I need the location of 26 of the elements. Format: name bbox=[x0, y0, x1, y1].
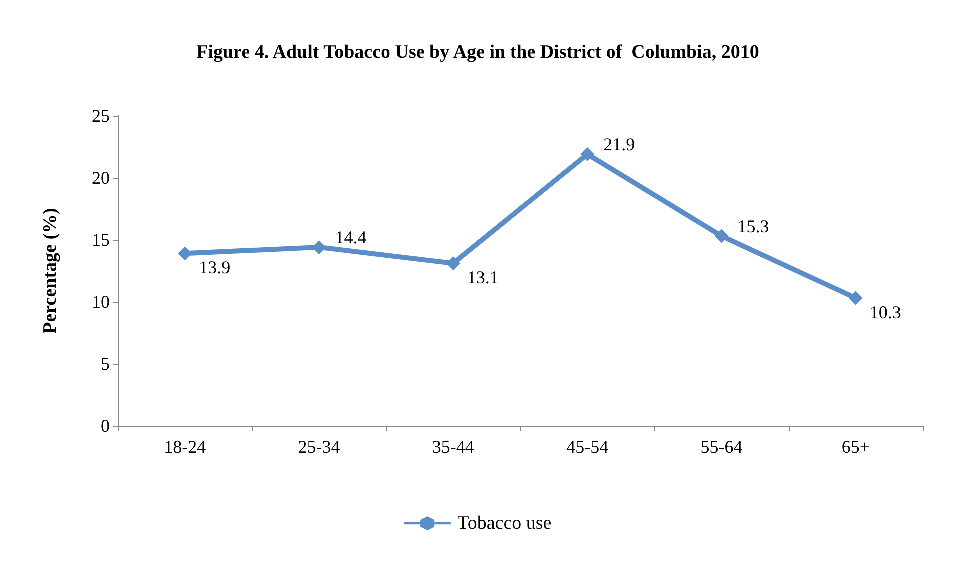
x-tick-label: 18-24 bbox=[164, 437, 206, 457]
point bbox=[446, 256, 460, 271]
y-axis-title: Percentage (%) bbox=[40, 208, 61, 334]
x-tick-label: 35-44 bbox=[432, 437, 474, 457]
data-label: 21.9 bbox=[604, 134, 636, 154]
y-tick-label: 20 bbox=[92, 168, 110, 188]
chart-title: Figure 4. Adult Tobacco Use by Age in the District of Columbia, 2010 bbox=[196, 42, 760, 63]
x-tick-label: 45-54 bbox=[566, 437, 609, 457]
point bbox=[714, 229, 729, 244]
data-label: 14.4 bbox=[335, 227, 367, 248]
data-label: 15.3 bbox=[738, 216, 770, 236]
y-tick-label: 5 bbox=[101, 354, 110, 374]
point bbox=[848, 291, 863, 306]
y-tick-label: 15 bbox=[92, 230, 110, 250]
data-label: 13.9 bbox=[199, 258, 231, 278]
data-label: 13.1 bbox=[467, 268, 499, 288]
y-tick-label: 10 bbox=[92, 292, 110, 312]
x-tick-label: 65+ bbox=[842, 437, 870, 457]
legend-label: Tobacco use bbox=[458, 513, 552, 534]
y-tick-label: 25 bbox=[92, 106, 110, 126]
point bbox=[312, 240, 326, 254]
x-tick-label: 25-34 bbox=[298, 437, 340, 457]
data-label: 10.3 bbox=[870, 302, 902, 322]
point bbox=[580, 147, 595, 162]
x-tick-label: 55-64 bbox=[700, 437, 743, 457]
y-tick-label: 0 bbox=[101, 416, 110, 436]
